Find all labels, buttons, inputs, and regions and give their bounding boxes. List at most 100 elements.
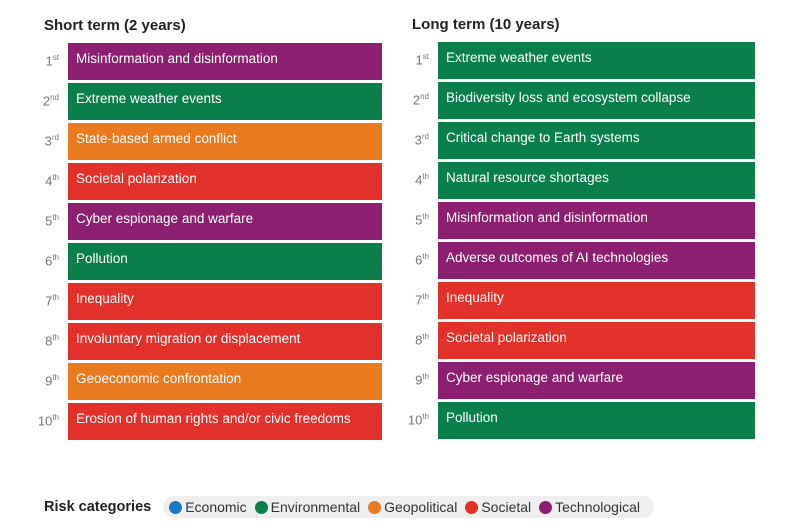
short-term-column: Short term (2 years) 1st Misinformation a… [30, 16, 382, 443]
rank-suffix: th [52, 253, 59, 262]
rank-number: 5 [415, 212, 423, 228]
risk-bar: Pollution [438, 402, 755, 439]
rank-label: 1st [400, 42, 438, 79]
risk-row: 6th Pollution [30, 243, 382, 280]
rank-label: 7th [30, 283, 68, 320]
risk-row: 10th Pollution [400, 402, 755, 439]
legend: Risk categories Economic Environmental Geo… [44, 496, 654, 518]
risk-row: 1st Misinformation and disinformation [30, 43, 382, 80]
risk-row: 2nd Extreme weather events [30, 83, 382, 120]
risk-bar: Involuntary migration or displacement [68, 323, 382, 360]
rank-suffix: th [422, 332, 429, 341]
rank-label: 3rd [400, 122, 438, 159]
legend-item: Technological [539, 499, 640, 515]
legend-dot-icon [254, 500, 268, 514]
rank-number: 10 [37, 413, 53, 429]
risk-row: 3rd State-based armed conflict [30, 123, 382, 160]
risk-row: 9th Cyber espionage and warfare [400, 362, 755, 399]
legend-dot-icon [539, 500, 553, 514]
risk-bar: Natural resource shortages [438, 162, 755, 199]
rank-label: 10th [30, 403, 68, 440]
rank-label: 8th [30, 323, 68, 360]
rank-label: 1st [30, 43, 68, 80]
long-term-column: Long term (10 years) 1st Extreme weather … [400, 16, 755, 442]
rank-number: 10 [407, 412, 423, 428]
risk-row: 8th Societal polarization [400, 322, 755, 359]
rank-label: 2nd [400, 82, 438, 119]
legend-dot-icon [169, 500, 183, 514]
rank-suffix: th [52, 373, 59, 382]
risk-row: 2nd Biodiversity loss and ecosystem colla… [400, 82, 755, 119]
rank-suffix: th [422, 372, 429, 381]
rank-number: 3 [44, 133, 52, 149]
rank-number: 6 [415, 252, 423, 268]
rank-number: 2 [412, 92, 421, 108]
risk-row: 5th Misinformation and disinformation [400, 202, 755, 239]
rank-label: 8th [400, 322, 438, 359]
risk-bar: Cyber espionage and warfare [68, 203, 382, 240]
short-term-list: 1st Misinformation and disinformation 2nd E… [30, 43, 382, 440]
legend-item: Economic [169, 499, 247, 515]
risk-row: 10th Erosion of human rights and/or civic… [30, 403, 382, 440]
rank-label: 5th [30, 203, 68, 240]
risk-bar: Geoeconomic confrontation [68, 363, 382, 400]
rank-label: 4th [30, 163, 68, 200]
rank-suffix: th [422, 292, 429, 301]
rank-number: 6 [45, 253, 53, 269]
rank-suffix: th [422, 172, 429, 181]
rank-suffix: th [52, 413, 59, 422]
long-term-list: 1st Extreme weather events 2nd Biodiversity… [400, 42, 755, 439]
risk-bar: Erosion of human rights and/or civic fre… [68, 403, 382, 440]
rank-suffix: th [422, 212, 429, 221]
risk-row: 1st Extreme weather events [400, 42, 755, 79]
risk-bar: Extreme weather events [438, 42, 755, 79]
rank-number: 3 [414, 132, 422, 148]
risk-row: 5th Cyber espionage and warfare [30, 203, 382, 240]
legend-label: Economic [185, 499, 247, 515]
rank-number: 4 [415, 172, 423, 188]
rank-suffix: rd [421, 132, 429, 141]
risk-row: 8th Involuntary migration or displacement [30, 323, 382, 360]
legend-dot-icon [465, 500, 479, 514]
rank-suffix: th [422, 412, 429, 421]
rank-label: 2nd [30, 83, 68, 120]
rank-number: 7 [415, 292, 423, 308]
risk-bar: State-based armed conflict [68, 123, 382, 160]
rank-number: 1 [45, 53, 53, 69]
risk-bar: Inequality [68, 283, 382, 320]
risk-row: 7th Inequality [400, 282, 755, 319]
risk-row: 7th Inequality [30, 283, 382, 320]
rank-number: 9 [45, 373, 53, 389]
rank-number: 5 [45, 213, 53, 229]
risk-bar: Societal polarization [68, 163, 382, 200]
rank-number: 8 [45, 333, 53, 349]
rank-label: 7th [400, 282, 438, 319]
rank-suffix: rd [51, 133, 59, 142]
rank-suffix: th [52, 333, 59, 342]
rank-suffix: nd [420, 92, 429, 101]
short-term-title: Short term (2 years) [44, 17, 186, 34]
risk-bar: Inequality [438, 282, 755, 319]
legend-item: Societal [465, 499, 531, 515]
risk-row: 4th Societal polarization [30, 163, 382, 200]
risk-row: 3rd Critical change to Earth systems [400, 122, 755, 159]
rank-label: 9th [30, 363, 68, 400]
rank-label: 3rd [30, 123, 68, 160]
risk-bar: Adverse outcomes of AI technologies [438, 242, 755, 279]
legend-label: Technological [555, 499, 640, 515]
rank-label: 6th [400, 242, 438, 279]
risk-bar: Societal polarization [438, 322, 755, 359]
legend-items: Economic Environmental Geopolitical Societa… [163, 496, 654, 518]
risk-bar: Biodiversity loss and ecosystem collapse [438, 82, 755, 119]
risk-bar: Cyber espionage and warfare [438, 362, 755, 399]
rank-label: 10th [400, 402, 438, 439]
risk-bar: Misinformation and disinformation [438, 202, 755, 239]
legend-dot-icon [368, 500, 382, 514]
rank-suffix: th [52, 173, 59, 182]
rank-number: 2 [42, 93, 51, 109]
rank-suffix: th [52, 293, 59, 302]
rank-suffix: th [422, 252, 429, 261]
rank-label: 9th [400, 362, 438, 399]
risk-bar: Critical change to Earth systems [438, 122, 755, 159]
rank-number: 8 [415, 332, 423, 348]
